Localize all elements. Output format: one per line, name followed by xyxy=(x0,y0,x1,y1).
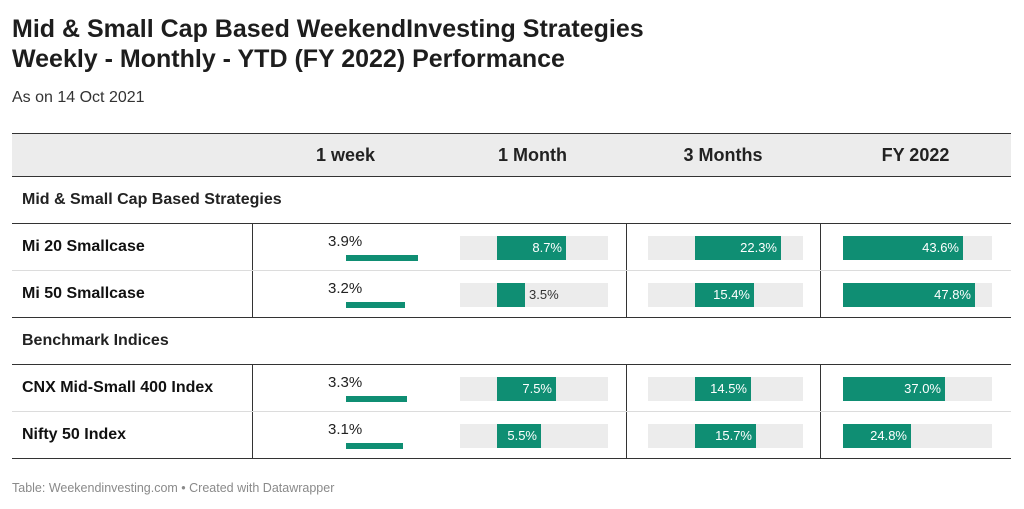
row-label: CNX Mid-Small 400 Index xyxy=(22,379,214,396)
value-bar xyxy=(843,377,945,401)
table-header-row: 1 week 1 Month 3 Months FY 2022 xyxy=(12,133,1011,177)
week-value-label: 3.1% xyxy=(328,421,363,438)
bar-track: 47.8% xyxy=(843,283,992,307)
bar-track: 15.7% xyxy=(648,424,803,448)
value-bar xyxy=(497,424,541,448)
table-row: CNX Mid-Small 400 Index 3.3% 7.5% 14.5% 37.0… xyxy=(12,365,1011,412)
week-value-label: 3.2% xyxy=(328,280,363,297)
bar-track: 5.5% xyxy=(460,424,608,448)
table-row: Mi 50 Smallcase 3.2% 3.5% 15.4% 47.8% xyxy=(12,271,1011,318)
value-label: 14.5% xyxy=(710,381,747,396)
group-label: Mid & Small Cap Based Strategies xyxy=(22,191,282,208)
value-bar xyxy=(843,236,963,260)
value-label: 5.5% xyxy=(507,428,537,443)
column-divider xyxy=(252,365,253,411)
chart-title-line-1: Mid & Small Cap Based WeekendInvesting S… xyxy=(12,15,644,43)
bar-track: 37.0% xyxy=(843,377,992,401)
value-label: 15.4% xyxy=(713,287,750,302)
value-label: 7.5% xyxy=(522,381,552,396)
value-label: 37.0% xyxy=(904,381,941,396)
column-divider xyxy=(252,412,253,458)
column-header: FY 2022 xyxy=(881,145,950,165)
bar-track: 7.5% xyxy=(460,377,608,401)
group-row: Mid & Small Cap Based Strategies xyxy=(12,177,1011,224)
value-bar xyxy=(695,283,754,307)
column-divider xyxy=(626,224,627,270)
column-divider xyxy=(820,365,821,411)
week-value-label: 3.9% xyxy=(328,233,363,250)
performance-table: 1 week 1 Month 3 Months FY 2022 Mid & Small… xyxy=(12,133,1011,459)
value-bar xyxy=(695,377,751,401)
column-divider xyxy=(820,412,821,458)
week-bar xyxy=(346,302,405,308)
value-bar xyxy=(497,377,556,401)
row-label: Nifty 50 Index xyxy=(22,426,127,443)
value-label: 43.6% xyxy=(922,240,959,255)
bar-track: 8.7% xyxy=(460,236,608,260)
column-divider xyxy=(820,271,821,317)
chart-subtitle: As on 14 Oct 2021 xyxy=(12,89,145,106)
value-label: 8.7% xyxy=(532,240,562,255)
column-divider xyxy=(626,412,627,458)
value-bar xyxy=(497,283,525,307)
column-header: 3 Months xyxy=(683,145,763,165)
column-header: 1 Month xyxy=(498,145,567,165)
column-divider xyxy=(626,365,627,411)
bar-track: 15.4% xyxy=(648,283,803,307)
bar-track: 22.3% xyxy=(648,236,803,260)
week-bar xyxy=(346,396,407,402)
value-label: 3.5% xyxy=(529,287,559,302)
value-label: 22.3% xyxy=(740,240,777,255)
week-bar xyxy=(346,255,418,261)
value-label: 24.8% xyxy=(870,428,907,443)
value-bar xyxy=(695,424,756,448)
table-row: Nifty 50 Index 3.1% 5.5% 15.7% 24.8% xyxy=(12,412,1011,459)
row-label: Mi 20 Smallcase xyxy=(22,238,145,255)
value-bar xyxy=(497,236,566,260)
value-label: 15.7% xyxy=(715,428,752,443)
chart-title-line-2: Weekly - Monthly - YTD (FY 2022) Perform… xyxy=(12,45,565,73)
week-value-label: 3.3% xyxy=(328,374,363,391)
bar-track: 3.5% xyxy=(460,283,608,307)
table-row: Mi 20 Smallcase 3.9% 8.7% 22.3% 43.6% xyxy=(12,224,1011,271)
group-row: Benchmark Indices xyxy=(12,318,1011,365)
value-bar xyxy=(695,236,781,260)
column-divider xyxy=(252,271,253,317)
bar-track: 14.5% xyxy=(648,377,803,401)
week-bar xyxy=(346,443,403,449)
chart-footer: Table: Weekendinvesting.com • Created wi… xyxy=(12,481,335,495)
value-bar xyxy=(843,424,911,448)
row-label: Mi 50 Smallcase xyxy=(22,285,145,302)
bar-track: 24.8% xyxy=(843,424,992,448)
bar-track: 43.6% xyxy=(843,236,992,260)
column-divider xyxy=(626,271,627,317)
value-bar xyxy=(843,283,975,307)
column-divider xyxy=(820,224,821,270)
column-header: 1 week xyxy=(315,145,376,165)
column-divider xyxy=(252,224,253,270)
chart-title: Mid & Small Cap Based WeekendInvesting S… xyxy=(12,14,644,74)
value-label: 47.8% xyxy=(934,287,971,302)
group-label: Benchmark Indices xyxy=(22,332,169,349)
